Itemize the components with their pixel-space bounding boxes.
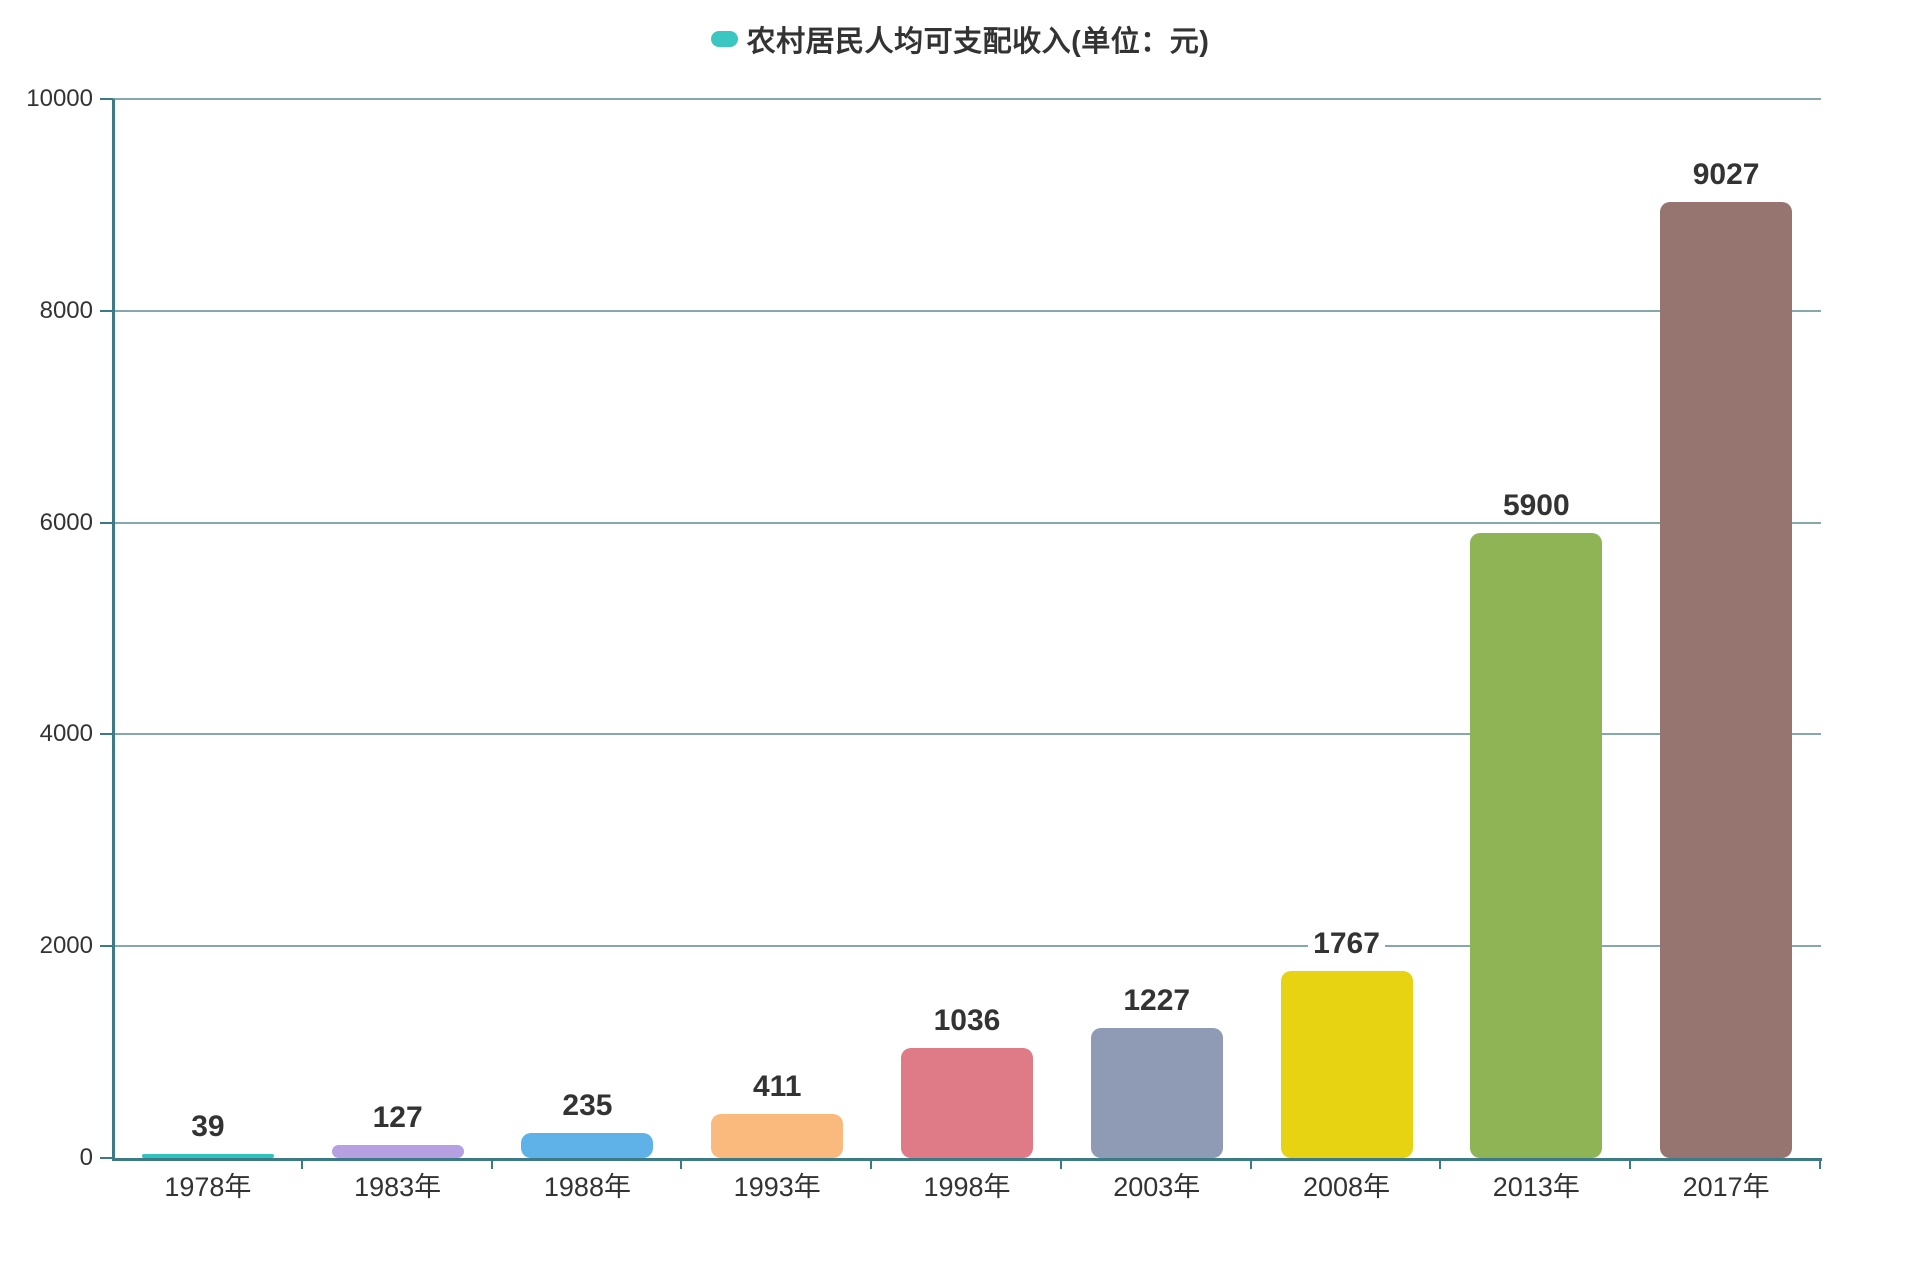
legend-label: 农村居民人均可支配收入(单位：元) [746, 26, 1210, 58]
legend-marker-icon [710, 31, 738, 47]
x-axis-tick-5 [1059, 1160, 1062, 1169]
bar-value-label-2008年: 1767 [1252, 927, 1442, 961]
gridline-6000 [113, 521, 1821, 524]
y-axis-tick-6000 [100, 521, 113, 524]
y-axis-label-4000: 4000 [39, 720, 93, 748]
bar-value-label-2017年: 9027 [1631, 158, 1821, 192]
x-axis-tick-2 [490, 1160, 493, 1169]
y-axis-tick-4000 [100, 733, 113, 736]
bar-1978年[interactable] [141, 1154, 274, 1158]
y-axis [112, 99, 115, 1158]
x-axis-label-2008年: 2008年 [1303, 1172, 1391, 1202]
y-axis-label-8000: 8000 [39, 296, 93, 324]
bar-2003年[interactable] [1090, 1028, 1223, 1158]
x-axis-label-2003年: 2003年 [1113, 1172, 1201, 1202]
gridline-2000 [113, 945, 1821, 948]
y-axis-tick-8000 [100, 309, 113, 312]
y-axis-label-0: 0 [79, 1144, 93, 1171]
bar-value-label-1998年: 1036 [872, 1004, 1062, 1038]
x-axis-tick-7 [1439, 1160, 1442, 1169]
bar-value-label-1983年: 127 [303, 1101, 493, 1135]
y-axis-tick-2000 [100, 945, 113, 948]
x-axis [112, 1158, 1822, 1161]
x-axis-label-2017年: 2017年 [1682, 1172, 1770, 1202]
bar-1983年[interactable] [331, 1145, 464, 1158]
bar-value-label-1993年: 411 [682, 1070, 872, 1104]
gridline-10000 [113, 98, 1821, 100]
x-axis-label-2013年: 2013年 [1492, 1172, 1580, 1202]
gridline-4000 [113, 733, 1821, 736]
x-axis-tick-8 [1629, 1160, 1632, 1169]
y-axis-tick-0 [100, 1157, 113, 1159]
bar-value-label-1978年: 39 [113, 1110, 303, 1144]
bar-2017年[interactable] [1660, 202, 1793, 1158]
bar-2008年[interactable] [1280, 971, 1413, 1158]
bar-1993年[interactable] [711, 1114, 844, 1158]
bar-1998年[interactable] [901, 1048, 1033, 1158]
x-axis-label-1978年: 1978年 [164, 1172, 252, 1202]
y-axis-label-2000: 2000 [39, 932, 93, 960]
x-axis-label-1998年: 1998年 [923, 1172, 1011, 1202]
x-axis-tick-6 [1249, 1160, 1252, 1169]
bar-value-label-2013年: 5900 [1441, 489, 1631, 523]
x-axis-tick-3 [680, 1160, 683, 1169]
x-axis-tick-9 [1819, 1160, 1821, 1169]
bar-value-label-1988年: 235 [493, 1089, 683, 1123]
bar-2013年[interactable] [1470, 533, 1603, 1158]
y-axis-label-10000: 10000 [26, 85, 93, 112]
y-axis-label-6000: 6000 [39, 508, 93, 536]
x-axis-tick-1 [300, 1160, 303, 1169]
x-axis-tick-4 [870, 1160, 873, 1169]
y-axis-tick-10000 [100, 98, 113, 100]
x-axis-label-1988年: 1988年 [543, 1172, 631, 1202]
legend-item[interactable]: 农村居民人均可支配收入(单位：元) [710, 18, 1210, 60]
bar-1988年[interactable] [521, 1133, 654, 1158]
bar-value-label-2003年: 1227 [1062, 984, 1252, 1018]
gridline-8000 [113, 309, 1821, 312]
x-axis-label-1983年: 1983年 [354, 1172, 442, 1202]
legend: 农村居民人均可支配收入(单位：元) [0, 18, 1920, 60]
x-axis-label-1993年: 1993年 [733, 1172, 821, 1202]
